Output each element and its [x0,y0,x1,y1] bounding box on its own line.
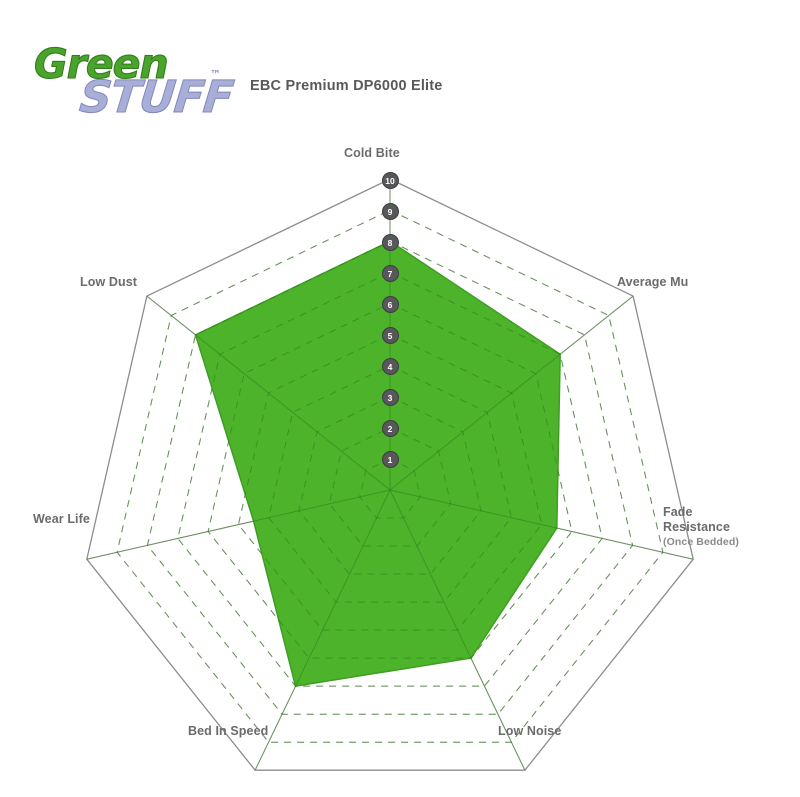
scale-tick-1: 1 [381,451,399,468]
axis-label-average-mu: Average Mu [617,275,689,289]
trademark-symbol: ™ [210,68,221,81]
grid-ring-6 [207,302,573,659]
grid-ring-8 [146,240,634,715]
grid-ring-4 [268,365,512,603]
grid-spoke-3 [389,489,526,771]
grid-ring-1 [359,458,421,519]
scale-tick-6: 6 [381,296,399,313]
scale-tick-10: 10 [381,172,399,189]
page-title: EBC Premium DP6000 Elite [250,78,443,94]
grid-ring-9 [116,209,664,743]
scale-tick-7: 7 [381,265,399,282]
axis-label-low-dust: Low Dust [80,275,138,289]
logo-green-text: Green [34,40,170,89]
grid-spoke-5 [86,489,391,560]
axis-label-wear-life: Wear Life [33,512,90,526]
fade-line-3: (Once Bedded) [663,536,739,548]
axis-label-cold-bite: Cold Bite [344,146,400,160]
grid-spoke-1 [389,295,634,491]
grid-spoke-2 [389,489,694,560]
axis-label-low-noise: Low Noise [498,724,562,738]
scale-tick-5: 5 [381,327,399,344]
greenstuff-logo: Green STUFF ™ [34,34,236,129]
scale-tick-9: 9 [381,203,399,220]
grid-spoke-6 [146,295,391,491]
fade-line-2: Resistance [663,520,731,534]
fade-line-1: Fade [663,505,693,519]
scale-tick-3: 3 [381,389,399,406]
scale-tick-2: 2 [381,420,399,437]
grid-ring-outer [86,178,694,771]
scale-tick-8: 8 [381,234,399,251]
grid-spokes-overlay [86,179,694,771]
axis-label-bed-in-speed: Bed In Speed [188,724,269,738]
grid-ring-3 [298,396,482,575]
grid-ring-5 [237,333,543,631]
grid-spoke-4 [254,489,391,771]
axis-label-fade-resistance: Fade Resistance (Once Bedded) [663,505,739,550]
grid-ring-2 [328,427,452,547]
grid-rings-overlay [116,209,664,743]
scale-tick-4: 4 [381,358,399,375]
data-series-polygon [194,240,561,687]
